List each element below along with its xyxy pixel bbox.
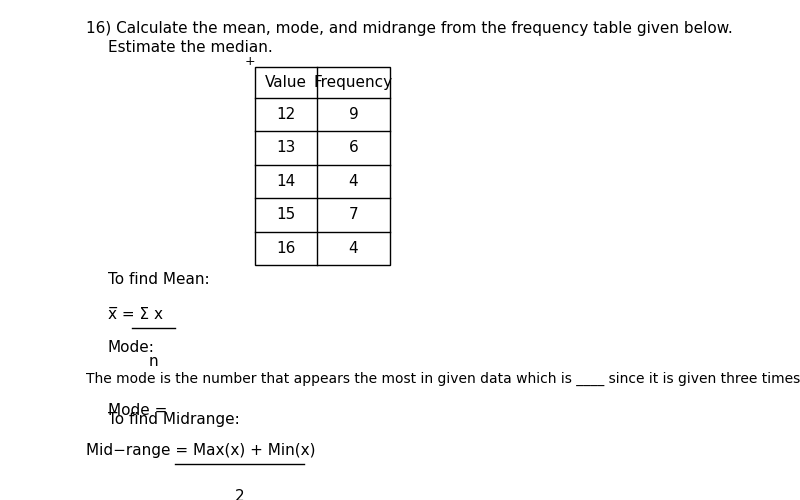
Text: 9: 9 <box>349 107 358 122</box>
Text: 7: 7 <box>349 208 358 222</box>
Text: 6: 6 <box>349 140 358 156</box>
Text: 4: 4 <box>349 174 358 189</box>
Text: 16: 16 <box>276 241 295 256</box>
Text: To find Mean:: To find Mean: <box>107 272 209 287</box>
Text: x̅ = Σ x: x̅ = Σ x <box>107 307 162 322</box>
Text: n: n <box>149 354 158 368</box>
Text: Mid−range = Max(x) + Min(x): Mid−range = Max(x) + Min(x) <box>86 444 315 458</box>
Text: +: + <box>245 56 255 68</box>
Text: Mode =: Mode = <box>107 402 167 417</box>
Text: To find Midrange:: To find Midrange: <box>107 412 239 427</box>
Text: Value: Value <box>265 75 306 90</box>
Text: 16) Calculate the mean, mode, and midrange from the frequency table given below.: 16) Calculate the mean, mode, and midran… <box>86 21 733 36</box>
Bar <box>255 68 390 266</box>
Text: Estimate the median.: Estimate the median. <box>107 40 272 54</box>
Text: 12: 12 <box>276 107 295 122</box>
Text: 14: 14 <box>276 174 295 189</box>
Text: Mode:: Mode: <box>107 340 154 354</box>
Text: Frequency: Frequency <box>314 75 393 90</box>
Text: The mode is the number that appears the most in given data which is ____ since i: The mode is the number that appears the … <box>86 372 800 386</box>
Text: 13: 13 <box>276 140 295 156</box>
Text: 4: 4 <box>349 241 358 256</box>
Text: 2: 2 <box>235 489 245 500</box>
Text: 15: 15 <box>276 208 295 222</box>
